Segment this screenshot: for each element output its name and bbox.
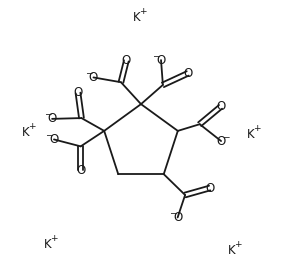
Text: −: − [46,130,53,139]
Text: O: O [49,133,59,146]
Text: O: O [183,67,192,80]
Text: O: O [156,54,166,66]
Text: −: − [44,109,51,119]
Text: K: K [228,244,235,257]
Text: O: O [76,164,85,177]
Text: +: + [234,240,242,249]
Text: O: O [216,135,226,148]
Text: +: + [253,124,260,134]
Text: O: O [173,211,182,224]
Text: K: K [133,11,140,24]
Text: +: + [29,122,36,131]
Text: −: − [85,68,93,77]
Text: O: O [48,112,57,125]
Text: −: − [222,132,230,141]
Text: K: K [44,238,51,251]
Text: O: O [89,71,98,84]
Text: −: − [153,51,160,60]
Text: O: O [122,54,131,67]
Text: O: O [205,182,214,195]
Text: +: + [139,7,146,16]
Text: +: + [50,234,57,243]
Text: O: O [216,100,225,113]
Text: K: K [22,126,30,139]
Text: K: K [247,128,254,141]
Text: −: − [169,208,177,217]
Text: O: O [73,87,83,100]
